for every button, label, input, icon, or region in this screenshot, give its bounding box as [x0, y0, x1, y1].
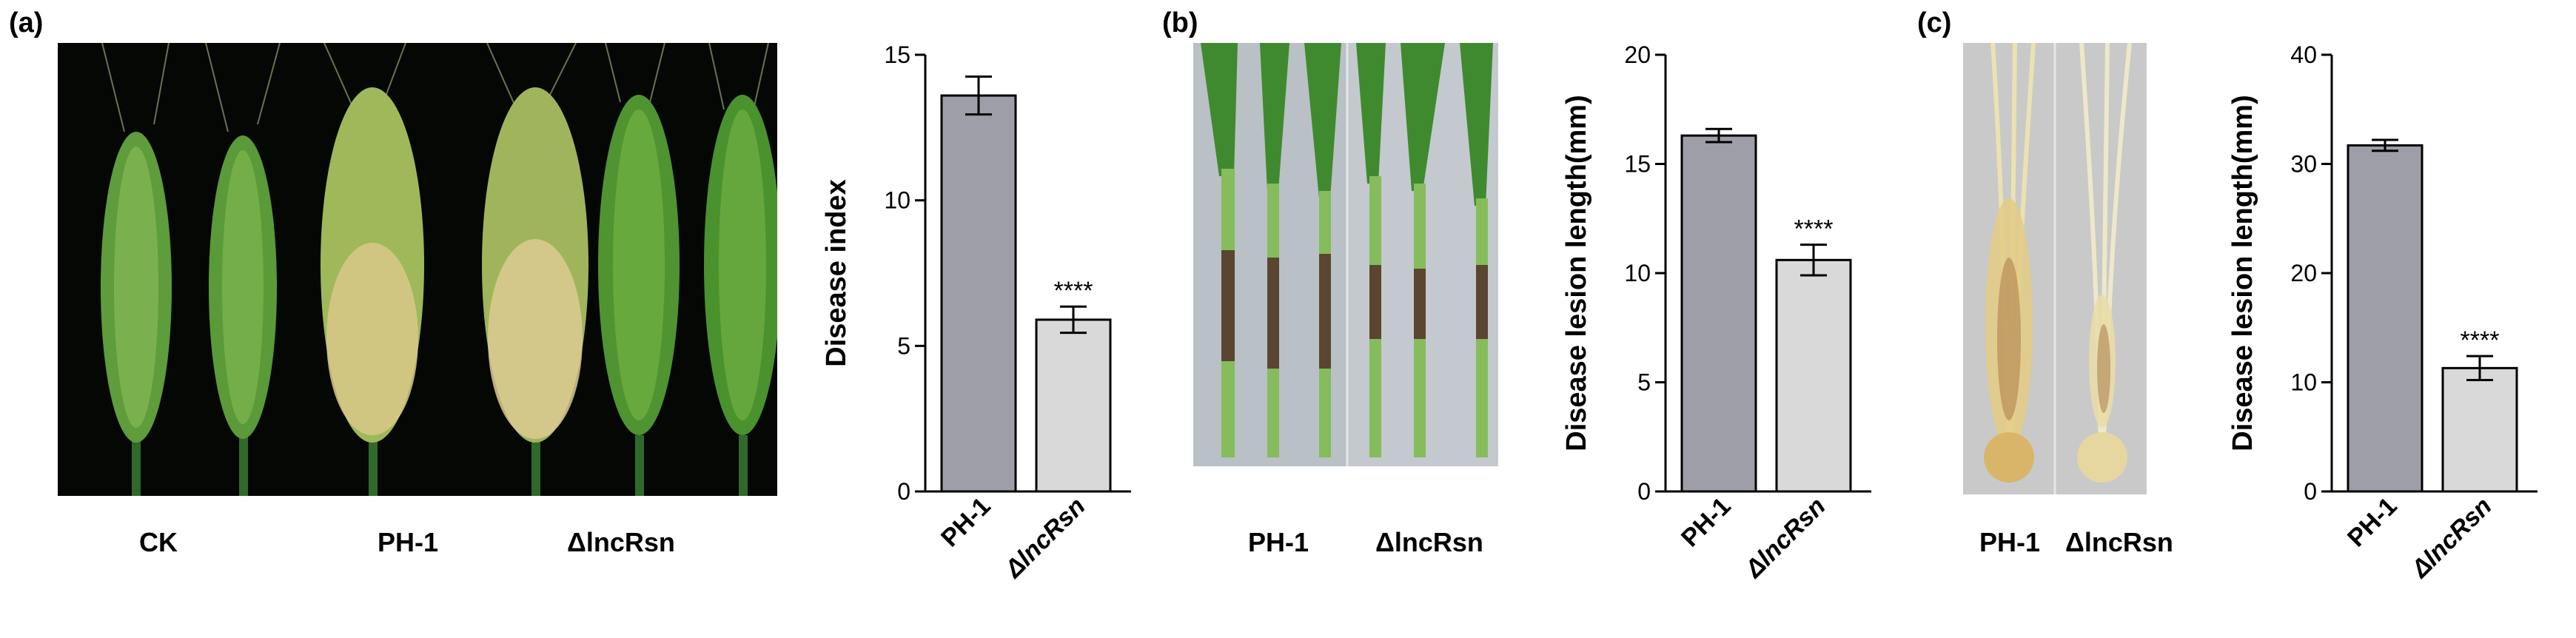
- y-tick-label: 10: [2290, 369, 2317, 396]
- photo-label-mutant: ΔlncRsn: [567, 527, 675, 557]
- y-tick-label: 0: [897, 478, 910, 505]
- photo-label-mutant: ΔlncRsn: [1375, 527, 1483, 557]
- y-tick-label: 10: [884, 187, 910, 214]
- x-tick-label: ΔlncRsn: [1739, 492, 1831, 585]
- x-tick-label: ΔlncRsn: [2405, 492, 2498, 585]
- panel-letter-a: (a): [9, 7, 44, 38]
- y-tick-label: 20: [2290, 260, 2317, 286]
- significance-label: ****: [1794, 215, 1834, 244]
- photo-label-ph1: PH-1: [1979, 527, 2041, 557]
- x-tick-label: ΔlncRsn: [999, 492, 1091, 585]
- y-tick-label: 5: [897, 332, 910, 359]
- wheat-roots-photo: [1963, 43, 2147, 494]
- significance-label: ****: [1054, 277, 1093, 305]
- y-tick-label: 15: [1624, 151, 1651, 178]
- bar-ph1: [940, 94, 1017, 493]
- x-tick-label: PH-1: [1676, 492, 1737, 553]
- y-tick-label: 0: [1637, 478, 1651, 505]
- photo-label-ph1: PH-1: [1248, 527, 1309, 557]
- chart-disease-index: Disease index 0 5 10 15 PH-1 **** ΔlncRsn: [807, 41, 1155, 592]
- y-tick-label: 30: [2290, 151, 2317, 178]
- photo-label-ph1: PH-1: [378, 527, 439, 557]
- photo-label-mutant: ΔlncRsn: [2065, 527, 2173, 557]
- y-tick-label: 15: [884, 41, 910, 68]
- wheat-coleoptiles-photo: [1193, 43, 1498, 466]
- bar-mutant: [1775, 258, 1852, 493]
- panel-letter-b: (b): [1162, 7, 1198, 38]
- wheat-spikes-photo: [58, 43, 777, 496]
- bar-ph1: [2347, 144, 2424, 493]
- y-tick-label: 10: [1624, 260, 1651, 286]
- chart-lesion-length-root: Disease lesion length(mm) 0 10 20 30 40 PH-1 **…: [2213, 41, 2561, 592]
- x-tick-label: PH-1: [2342, 492, 2403, 553]
- panel-letter-c: (c): [1917, 7, 1952, 38]
- photo-label-ck: CK: [139, 527, 178, 557]
- y-axis-label: Disease lesion length(mm): [1561, 95, 1592, 451]
- bar-mutant: [1035, 318, 1112, 493]
- chart-lesion-length-coleoptile: Disease lesion length(mm) 0 5 10 15 20 PH-1 ***…: [1547, 41, 1895, 592]
- bar-ph1: [1680, 134, 1757, 493]
- y-axis-label: Disease index: [821, 179, 852, 366]
- x-tick-label: PH-1: [936, 492, 996, 553]
- y-tick-label: 40: [2290, 41, 2317, 68]
- y-axis-label: Disease lesion length(mm): [2227, 95, 2258, 451]
- significance-label: ****: [2461, 326, 2500, 355]
- y-tick-label: 0: [2304, 478, 2317, 505]
- bar-mutant: [2441, 366, 2518, 493]
- y-tick-label: 20: [1624, 41, 1651, 68]
- y-tick-label: 5: [1637, 369, 1651, 396]
